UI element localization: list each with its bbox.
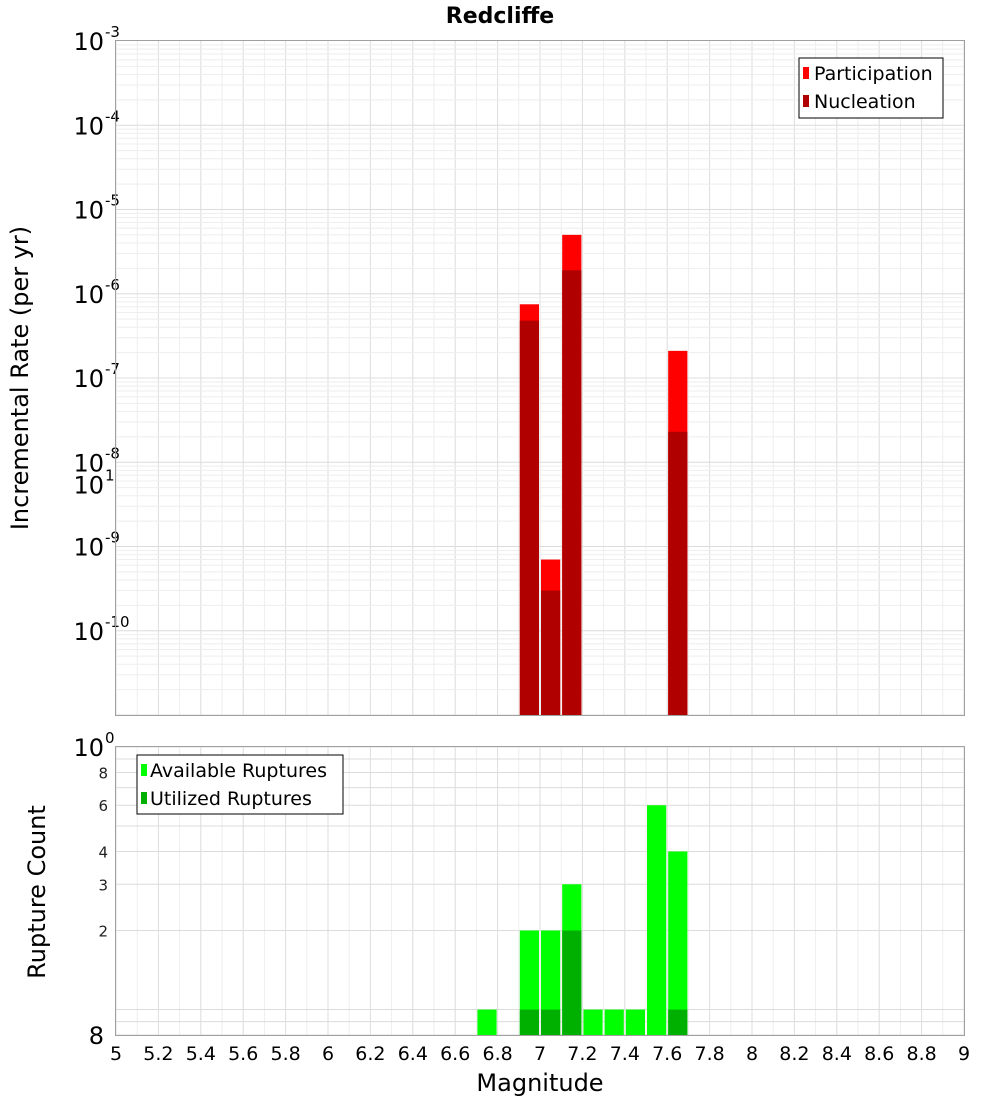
top-y-tick-label-exponent: -3	[105, 23, 120, 41]
bottom-legend: Available Ruptures Utilized Ruptures	[136, 754, 344, 815]
top-grid	[115, 41, 965, 716]
x-tick-label: 7.4	[610, 1043, 640, 1065]
bottom-bar-available-ruptures	[541, 930, 561, 1035]
top-bars	[519, 234, 688, 716]
top-bar-nucleation	[668, 431, 688, 715]
x-tick-label: 5.2	[143, 1043, 173, 1065]
x-tick-label: 5.6	[228, 1043, 258, 1065]
bottom-bars	[477, 805, 688, 1035]
bottom-bar-available-ruptures	[647, 805, 667, 1035]
x-tick-label: 8	[746, 1043, 758, 1065]
chart-title: Redcliffe	[446, 4, 554, 29]
x-tick-label: 7	[534, 1043, 546, 1065]
x-tick-label: 6	[322, 1043, 334, 1065]
x-tick-label: 9	[958, 1043, 970, 1065]
top-y-tick-label-exponent: -10	[105, 613, 130, 631]
top-y-tick-label-exponent: -7	[105, 360, 120, 378]
bottom-bar-utilized-ruptures	[519, 1009, 539, 1035]
bottom-y-tick-label: 6	[98, 797, 108, 815]
x-tick-label: 5.8	[270, 1043, 300, 1065]
bottom-bar-available-ruptures	[625, 1009, 645, 1035]
bottom-y-tick-label: 3	[98, 876, 108, 894]
x-tick-label: 6.4	[398, 1043, 428, 1065]
x-tick-label: 7.6	[652, 1043, 682, 1065]
legend-swatch-nucleation	[803, 95, 809, 107]
legend-label-nucleation: Nucleation	[814, 91, 916, 113]
bottom-bar-utilized-ruptures	[562, 930, 582, 1035]
x-tick-label: 7.2	[567, 1043, 597, 1065]
bottom-y-tick-label: 2	[98, 923, 108, 941]
x-tick-label: 6.8	[482, 1043, 512, 1065]
top-y-tick-label-exponent: -5	[105, 192, 120, 210]
top-y-tick-label-exponent: -9	[105, 529, 120, 547]
x-tick-label: 7.8	[694, 1043, 724, 1065]
bottom-bar-utilized-ruptures	[668, 1009, 688, 1035]
bottom-y-tick-label: 8	[89, 1022, 104, 1050]
top-y-tick-label: 10	[73, 281, 104, 309]
legend-swatch-available	[141, 764, 147, 776]
bottom-y-axis-label: Rupture Count	[23, 805, 51, 979]
bottom-bar-available-ruptures	[519, 930, 539, 1035]
top-plot-area	[115, 40, 965, 716]
legend-swatch-participation	[803, 67, 809, 79]
top-y-tick-label-exponent: -6	[105, 276, 120, 294]
x-tick-label: 5.4	[186, 1043, 216, 1065]
legend-label-participation: Participation	[814, 63, 933, 85]
top-y-tick-label: 10	[73, 534, 104, 562]
x-tick-label: 8.4	[822, 1043, 852, 1065]
top-y-ticks: 10-210-310-410-510-610-710-810-910-10	[73, 23, 130, 646]
top-y-tick-label: 10	[73, 449, 104, 477]
x-tick-label: 8.2	[779, 1043, 809, 1065]
top-y-tick-label: 10	[73, 28, 104, 56]
x-axis-label: Magnitude	[476, 1069, 603, 1097]
top-y-tick-label-exponent: -8	[105, 444, 120, 462]
bottom-y-tick-label: 10	[73, 734, 104, 762]
top-y-tick-label: 10	[73, 618, 104, 646]
top-y-tick-label: 10	[73, 112, 104, 140]
bottom-bar-available-ruptures	[477, 1009, 497, 1035]
bottom-bar-available-ruptures	[583, 1009, 603, 1035]
bottom-y-tick-label: 10	[73, 471, 104, 499]
bottom-bar-available-ruptures	[668, 851, 688, 1035]
top-bar-nucleation	[541, 590, 561, 715]
legend-label-utilized: Utilized Ruptures	[150, 788, 312, 810]
bottom-y-tick-label-exponent: 0	[105, 729, 115, 747]
top-bar-nucleation	[562, 270, 582, 715]
legend-swatch-utilized	[141, 792, 147, 804]
top-y-tick-label-exponent: -4	[105, 107, 120, 125]
x-tick-label: 5	[110, 1043, 122, 1065]
bottom-y-tick-label: 8	[98, 764, 108, 782]
x-ticks: 5 5.2 5.4 5.6 5.8 6 6.2 6.4 6.6 6.8 7 7.2 7.4 7.6 7.8 8…	[110, 1043, 970, 1065]
bottom-bar-utilized-ruptures	[541, 1009, 561, 1035]
x-tick-label: 6.2	[355, 1043, 385, 1065]
x-tick-label: 8.6	[864, 1043, 894, 1065]
top-legend: Participation Nucleation	[798, 57, 944, 119]
top-y-axis-label: Incremental Rate (per yr)	[6, 226, 34, 530]
top-y-tick-label: 10	[73, 197, 104, 225]
x-tick-label: 8.8	[906, 1043, 936, 1065]
bottom-plot-area	[115, 746, 965, 1036]
legend-label-available: Available Ruptures	[150, 760, 327, 782]
bottom-bar-available-ruptures	[604, 1009, 624, 1035]
top-y-tick-label: 10	[73, 365, 104, 393]
bottom-y-tick-label-exponent: 1	[105, 466, 115, 484]
top-bar-nucleation	[519, 320, 539, 715]
x-tick-label: 6.6	[440, 1043, 470, 1065]
bottom-y-tick-label: 4	[98, 843, 108, 861]
